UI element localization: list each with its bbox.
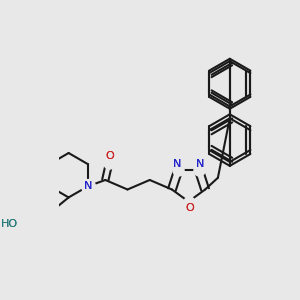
Text: N: N bbox=[84, 181, 92, 191]
Text: N: N bbox=[172, 159, 181, 169]
Text: O: O bbox=[106, 151, 114, 161]
Text: HO: HO bbox=[1, 219, 18, 229]
Text: HO: HO bbox=[1, 219, 18, 229]
Text: N: N bbox=[84, 181, 92, 191]
Text: N: N bbox=[196, 159, 205, 169]
Text: N: N bbox=[196, 159, 205, 169]
Text: O: O bbox=[186, 203, 194, 213]
Text: O: O bbox=[106, 151, 114, 161]
Text: O: O bbox=[186, 203, 194, 213]
Text: N: N bbox=[172, 159, 181, 169]
